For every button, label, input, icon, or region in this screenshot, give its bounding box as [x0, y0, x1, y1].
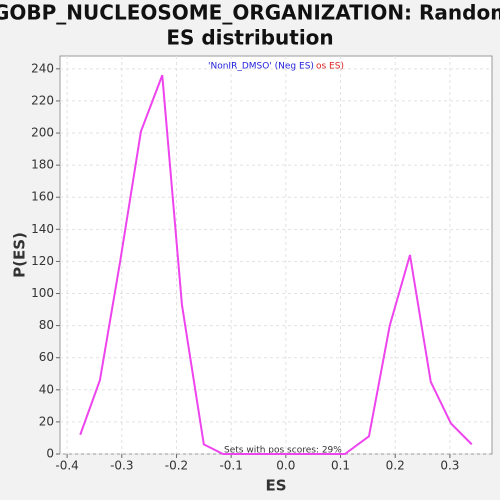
x-tick-label: -0.2	[165, 459, 188, 473]
y-tick-label: 20	[39, 414, 54, 428]
y-tick-label: 140	[31, 222, 54, 236]
x-tick-label: -0.1	[219, 459, 242, 473]
y-tick-label: 180	[31, 158, 54, 172]
x-tick-label: 0.0	[276, 459, 295, 473]
annotation: Sets with pos scores: 29%	[224, 446, 342, 456]
y-tick-label: 220	[31, 93, 54, 107]
x-tick-label: -0.3	[110, 459, 133, 473]
y-tick-label: 120	[31, 254, 54, 268]
y-tick-label: 60	[39, 350, 54, 364]
y-tick-label: 200	[31, 126, 54, 140]
plot-area	[59, 55, 493, 455]
x-tick-label: -0.4	[55, 459, 78, 473]
line	[79, 74, 473, 455]
y-tick-label: 240	[31, 61, 54, 75]
annotation: 'NonIR_DMSO' (Neg ES)	[208, 62, 314, 72]
y-tick-label: 160	[31, 190, 54, 204]
x-tick-label: 0.2	[386, 459, 405, 473]
y-axis-label: P(ES)	[11, 232, 29, 278]
chart-title: GOBP_NUCLEOSOME_ORGANIZATION: Random	[0, 1, 500, 25]
x-axis-label: ES	[265, 477, 286, 495]
x-tick-label: 0.3	[440, 459, 459, 473]
y-tick-label: 40	[39, 382, 54, 396]
y-tick-label: 100	[31, 286, 54, 300]
y-tick-label: 0	[46, 447, 54, 461]
chart-title: ES distribution	[166, 26, 333, 50]
x-tick-label: 0.1	[331, 459, 350, 473]
annotation: os ES)	[316, 62, 344, 72]
y-tick-label: 80	[39, 318, 54, 332]
